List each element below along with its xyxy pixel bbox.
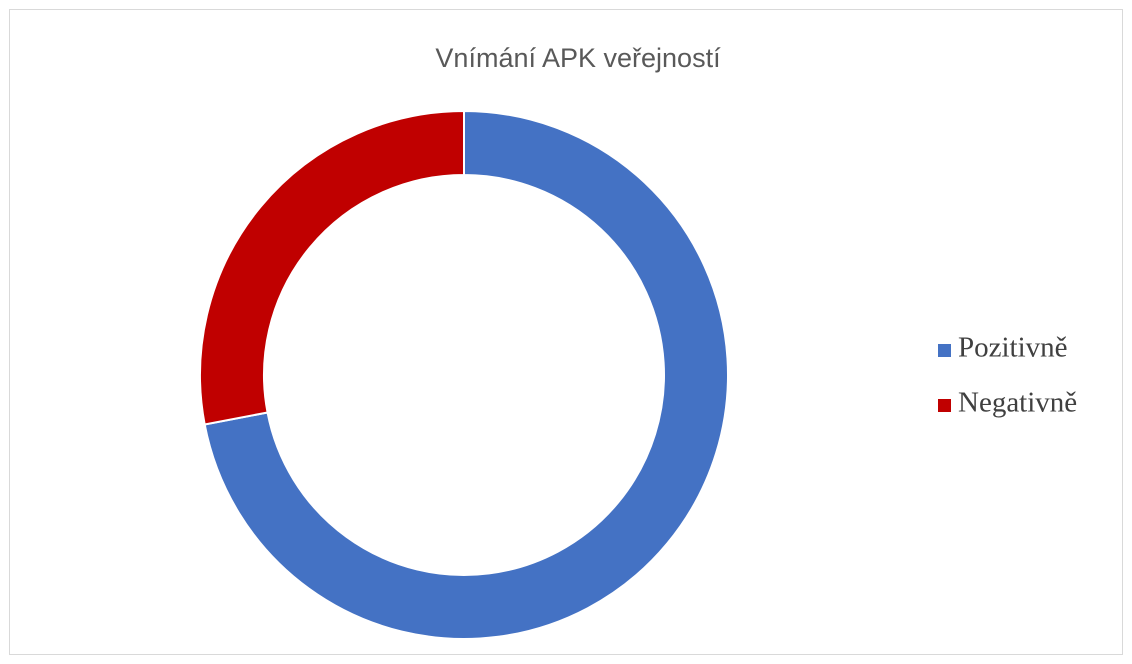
- donut-segment: [203, 109, 729, 640]
- legend-label: Pozitivně: [958, 332, 1068, 364]
- legend-swatch: [938, 344, 951, 357]
- chart-title: Vnímání APK veřejností: [435, 43, 721, 73]
- legend-swatch: [938, 399, 951, 412]
- donut-segment: [199, 109, 465, 426]
- legend-label: Negativně: [958, 387, 1077, 419]
